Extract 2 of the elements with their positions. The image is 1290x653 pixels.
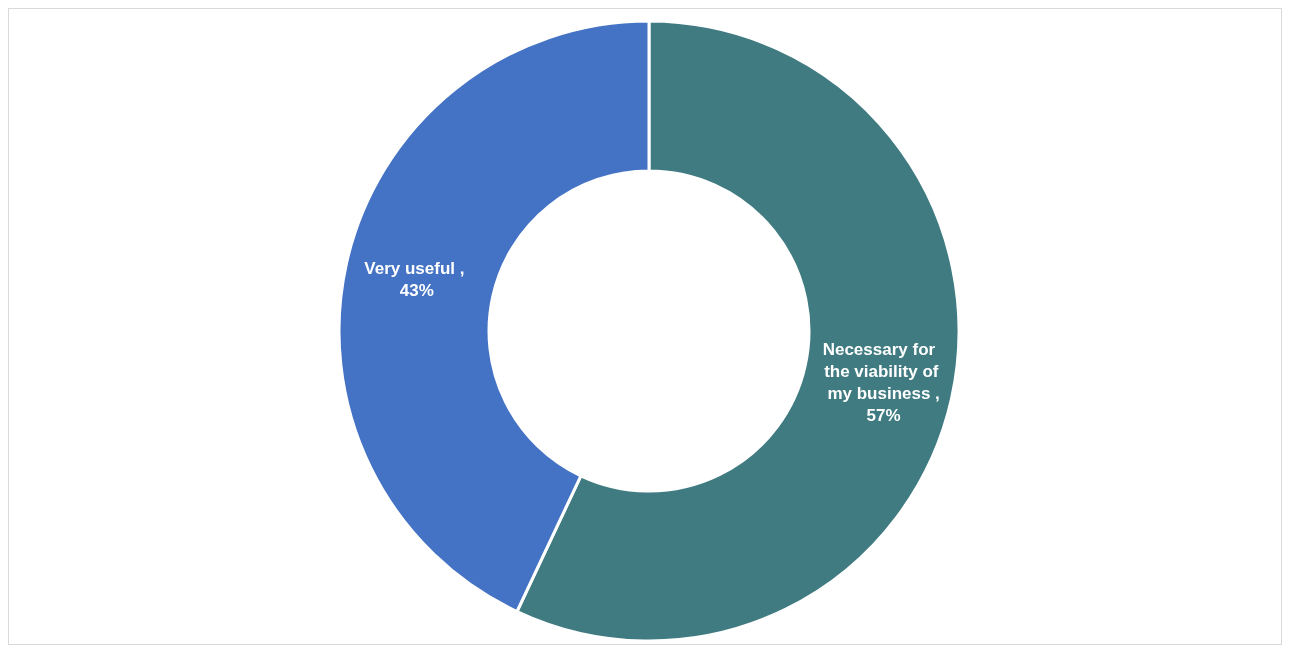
slice-label: Very useful , 43% xyxy=(364,258,470,300)
slice-label: Necessary for the viability of my business , 57% xyxy=(822,340,940,426)
